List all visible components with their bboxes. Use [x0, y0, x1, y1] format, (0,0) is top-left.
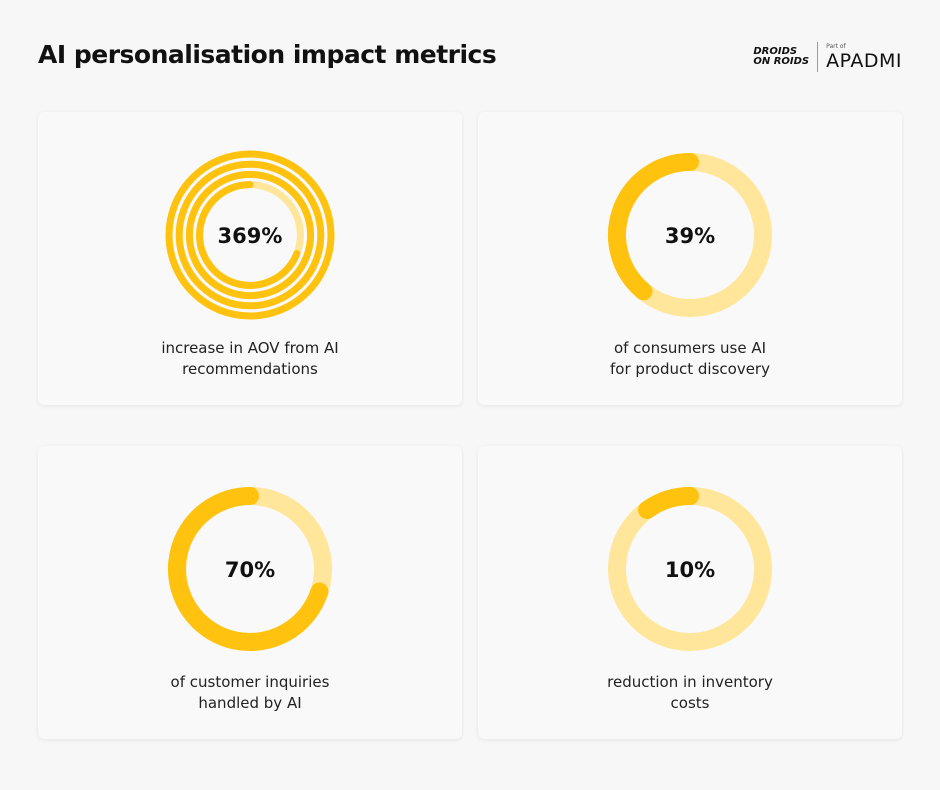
gauge-ring [165, 150, 335, 320]
brand-line: DROIDS [753, 46, 798, 57]
caption-line: recommendations [182, 360, 318, 378]
brand-line: ON ROIDS [753, 56, 810, 67]
metric-card: 70% of customer inquiries handled by AI [38, 446, 462, 739]
gauge-ring [175, 160, 325, 310]
brand: DROIDS ON ROIDS [753, 47, 809, 67]
gauge: 39% [608, 153, 772, 317]
caption: of customer inquiries handled by AI [38, 672, 462, 714]
gauge-arc [608, 153, 699, 301]
tagline: Part of [826, 42, 846, 50]
caption-line: of consumers use AI [613, 339, 767, 357]
gauge-arc [168, 487, 329, 651]
gauge-ring [185, 170, 315, 300]
caption: reduction in inventory costs [478, 672, 902, 714]
caption: of consumers use AI for product discovery [478, 338, 902, 380]
metric-card: 10% reduction in inventory costs [478, 446, 902, 739]
gauge: 10% [608, 487, 772, 651]
caption-line: for product discovery [610, 360, 770, 378]
value-label: 70% [225, 558, 275, 582]
gauge-arc [638, 487, 699, 519]
caption-line: reduction in inventory [607, 673, 773, 691]
parent-name: APADMI [826, 49, 902, 72]
logo: DROIDS ON ROIDS Part of APADMI [753, 40, 902, 74]
caption-line: of customer inquiries [170, 673, 330, 691]
gauge-arc [196, 181, 301, 289]
metric-card: 369% increase in AOV from AI recommendatio… [38, 112, 462, 405]
gauge: 70% [168, 487, 332, 651]
caption-line: handled by AI [198, 694, 302, 712]
gauge: 369% [165, 150, 335, 320]
metric-card: 39% of consumers use AI for product discov… [478, 112, 902, 405]
caption-line: costs [670, 694, 710, 712]
value-label: 369% [218, 224, 283, 248]
parent-brand: Part of APADMI [826, 43, 902, 72]
value-label: 39% [665, 224, 715, 248]
page-title: AI personalisation impact metrics [38, 40, 497, 69]
caption: increase in AOV from AI recommendations [38, 338, 462, 380]
value-label: 10% [665, 558, 715, 582]
separator [817, 42, 819, 72]
caption-line: increase in AOV from AI [161, 339, 339, 357]
